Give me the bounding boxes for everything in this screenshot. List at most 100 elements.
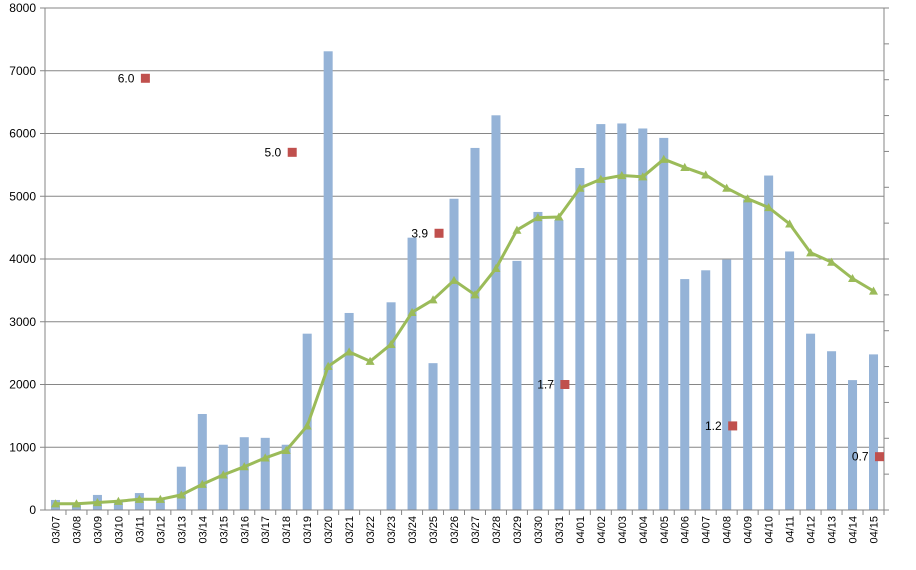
y-tick-label: 6000 [9,127,36,141]
bar [701,270,711,510]
line-marker [491,263,501,273]
y-tick-label: 4000 [9,252,36,266]
x-tick-label: 03/25 [428,516,440,544]
line-path [55,157,875,506]
bar [554,220,564,510]
annotation-label: 0.7 [852,450,869,464]
line-marker [113,496,123,505]
bar [512,260,522,510]
x-tick-label: 03/18 [281,516,293,544]
line-marker [701,170,711,179]
annotation-label: 6.0 [118,71,135,85]
line-marker [512,225,522,234]
annotation-label: 3.9 [411,226,428,240]
x-tick-label: 03/21 [344,516,356,544]
x-tick-label: 03/13 [176,516,188,544]
x-tick-label: 03/29 [512,516,524,544]
x-tick-label: 03/31 [554,516,566,544]
bar [428,363,438,510]
bar [386,302,396,510]
x-tick-label: 03/23 [386,516,398,544]
x-tick-label: 04/01 [575,516,587,544]
x-tick-label: 04/13 [827,516,839,544]
line-marker [365,356,375,365]
axes [40,7,889,515]
line-marker [680,162,690,171]
line-marker [617,171,627,180]
line-marker [302,421,312,430]
annotation-marker [434,228,444,238]
x-tick-label: 04/15 [869,516,881,544]
bar [869,354,879,510]
x-tick-label: 04/06 [680,516,692,544]
line-marker [470,290,480,299]
annotation-marker [287,147,297,157]
line-marker [575,183,585,192]
annotation-marker [875,452,885,462]
bar [449,198,459,510]
x-tick-label: 04/11 [785,516,797,543]
x-tick-label: 03/07 [50,516,62,544]
line-marker [869,286,879,295]
x-tick-label: 03/16 [239,516,251,544]
bar [575,168,585,510]
bar [176,466,186,510]
line-marker [554,212,564,221]
y-tick-label: 7000 [9,64,36,78]
x-tick-label: 03/26 [449,516,461,544]
x-tick-label: 03/09 [92,516,104,544]
line-marker [533,213,543,222]
line-marker [848,273,858,283]
bar [491,115,501,511]
x-tick-label: 03/22 [365,516,377,544]
annotation-marker [140,73,150,83]
x-tick-label: 03/10 [113,516,125,544]
x-tick-label: 03/08 [71,516,83,544]
bar [827,351,837,510]
line-marker [827,257,837,266]
line-marker [407,307,417,316]
bar [722,259,732,510]
y-tick-label: 2000 [9,378,36,392]
bar [785,251,795,510]
x-axis-labels: 03/07 03/08 03/09 03/10 03/11 03/12 03/13 03/14… [50,516,880,544]
line-marker [344,347,354,356]
line-marker [638,172,648,181]
x-tick-label: 03/15 [218,516,230,544]
line-marker [239,462,249,471]
annotation-label: 1.2 [705,419,722,433]
annotation-marker [560,380,570,389]
line-marker [134,494,144,503]
x-tick-label: 04/08 [722,516,734,544]
gridlines [45,7,884,448]
line-marker [743,194,753,203]
line-marker [281,445,291,454]
line-marker [449,275,459,284]
y-tick-label: 1000 [9,440,36,454]
annotations: 6.0 5.0 3.9 1.7 1.2 0.7 [118,71,885,464]
x-tick-label: 04/02 [596,516,608,544]
x-tick-label: 04/09 [743,516,755,544]
line-marker [50,499,60,508]
line-marker [218,470,228,479]
x-tick-label: 04/05 [659,516,671,544]
x-tick-label: 03/12 [155,516,167,544]
line-marker [785,219,795,228]
y-axis-labels: 0 1000 2000 3000 4000 5000 6000 7000 8000 [9,1,36,517]
y-tick-label: 0 [29,503,36,517]
bar [407,237,417,511]
line-marker [596,174,606,183]
line-marker [260,453,270,462]
bar [743,199,753,510]
annotation-label: 5.0 [265,145,282,159]
annotation-label: 1.7 [537,378,554,392]
line-marker [197,479,207,488]
x-tick-label: 04/04 [638,516,650,544]
bar [764,175,774,511]
x-tick-label: 03/27 [470,516,482,544]
line-marker [764,203,774,212]
y-tick-label: 8000 [9,1,36,15]
annotation-marker [728,421,738,431]
